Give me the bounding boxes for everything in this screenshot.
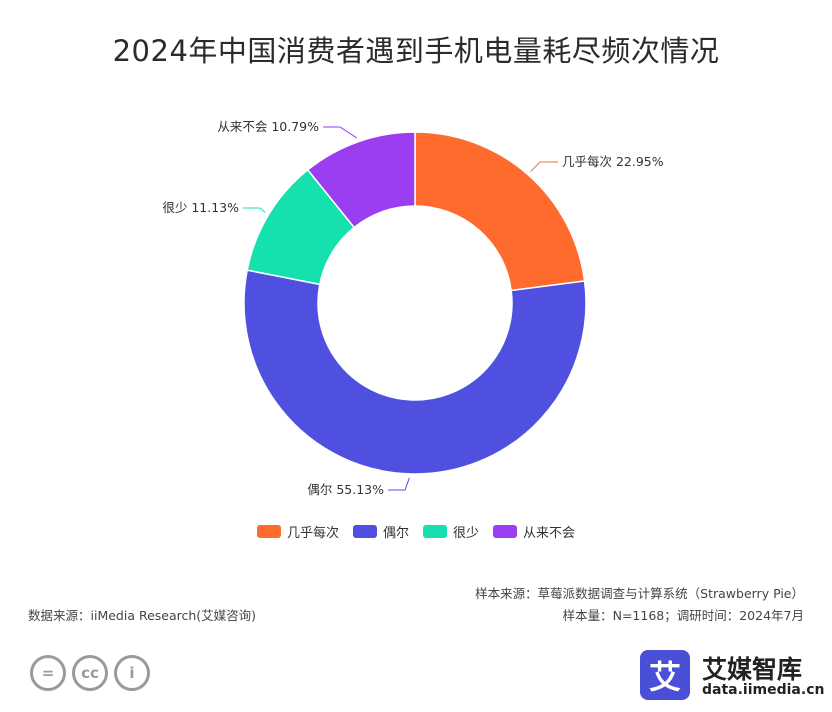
data-label-2: 很少 11.13%	[162, 200, 239, 215]
legend-item-0[interactable]: 几乎每次	[256, 522, 339, 541]
legend-item-2[interactable]: 很少	[423, 522, 479, 541]
leader-line-2	[243, 207, 266, 213]
legend-label-2: 很少	[453, 526, 480, 541]
equals-icon: =	[30, 655, 66, 691]
donut-slice-1[interactable]	[243, 269, 587, 475]
sample-count-note: 样本量：N=1168；调研时间：2024年7月	[562, 608, 804, 623]
data-label-1: 偶尔 55.13%	[307, 482, 384, 497]
data-label-0: 几乎每次 22.95%	[562, 154, 664, 169]
chart-title: 2024年中国消费者遇到手机电量耗尽频次情况	[112, 34, 720, 68]
data-label-3: 从来不会 10.79%	[217, 119, 319, 134]
leader-line-1	[388, 477, 410, 491]
leader-line-0	[530, 161, 558, 172]
legend-item-1[interactable]: 偶尔	[352, 522, 409, 541]
logo-url: data.iimedia.cn	[702, 682, 825, 698]
chart-legend: 几乎每次 偶尔 很少 从来不会	[0, 522, 832, 541]
donut-slice-3[interactable]	[306, 131, 416, 229]
legend-label-0: 几乎每次	[286, 526, 339, 541]
license-icons: = cc i	[30, 655, 150, 691]
legend-swatch-2	[423, 525, 447, 538]
legend-swatch-0	[256, 525, 281, 538]
person-icon: i	[114, 655, 150, 691]
legend-swatch-3	[493, 525, 518, 538]
logo-icon: 艾	[640, 650, 690, 700]
donut-slice-0[interactable]	[414, 131, 586, 292]
legend-swatch-1	[352, 525, 377, 538]
cc-icon: cc	[72, 655, 108, 691]
leader-line-3	[323, 126, 358, 139]
sample-source-note: 样本来源：草莓派数据调查与计算系统（Strawberry Pie）	[475, 586, 804, 601]
legend-item-3[interactable]: 从来不会	[493, 522, 575, 541]
legend-label-1: 偶尔	[382, 526, 409, 541]
legend-label-3: 从来不会	[523, 526, 576, 541]
logo-name: 艾媒智库	[702, 655, 803, 684]
data-source-note: 数据来源：iiMedia Research(艾媒咨询)	[28, 608, 257, 623]
